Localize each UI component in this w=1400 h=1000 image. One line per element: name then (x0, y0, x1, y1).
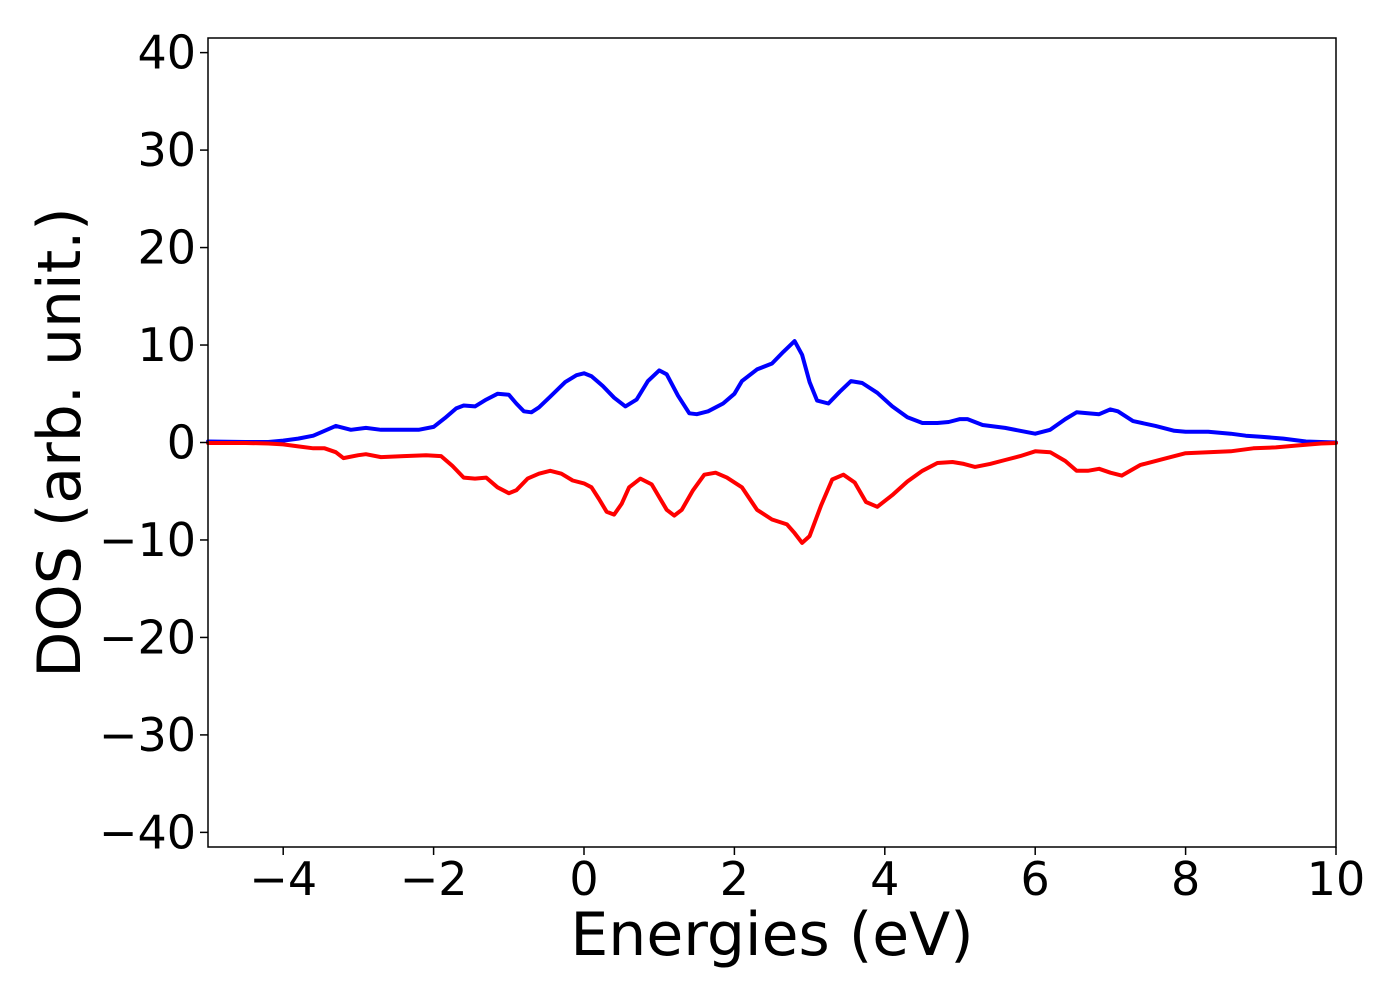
y-axis: 40 30 20 10 0 −10 −20 −30 −40 (99, 26, 208, 859)
y-tick-label: −20 (99, 610, 196, 664)
series-line-down (206, 441, 1338, 545)
x-tick-label: 2 (720, 852, 749, 906)
series-line-up (206, 339, 1338, 445)
x-axis: −4 −2 0 2 4 6 8 10 (249, 847, 1365, 906)
x-tick-label: −2 (400, 852, 468, 906)
x-tick-label: 8 (1171, 852, 1200, 906)
y-tick-label: 20 (137, 221, 196, 275)
y-tick-label: −40 (99, 805, 196, 859)
x-axis-title: Energies (eV) (570, 900, 973, 970)
y-tick-label: −30 (99, 708, 196, 762)
y-tick-label: 40 (137, 26, 196, 80)
y-axis-title: DOS (arb. unit.) (25, 207, 95, 677)
x-tick-label: −4 (249, 852, 317, 906)
x-tick-label: 0 (569, 852, 598, 906)
y-tick-label: 30 (137, 123, 196, 177)
series-layer (206, 339, 1338, 545)
y-tick-label: 10 (137, 318, 196, 372)
x-tick-label: 10 (1307, 852, 1366, 906)
y-tick-label: 0 (167, 416, 196, 470)
y-tick-label: −10 (99, 513, 196, 567)
x-tick-label: 4 (870, 852, 899, 906)
x-tick-label: 6 (1021, 852, 1050, 906)
